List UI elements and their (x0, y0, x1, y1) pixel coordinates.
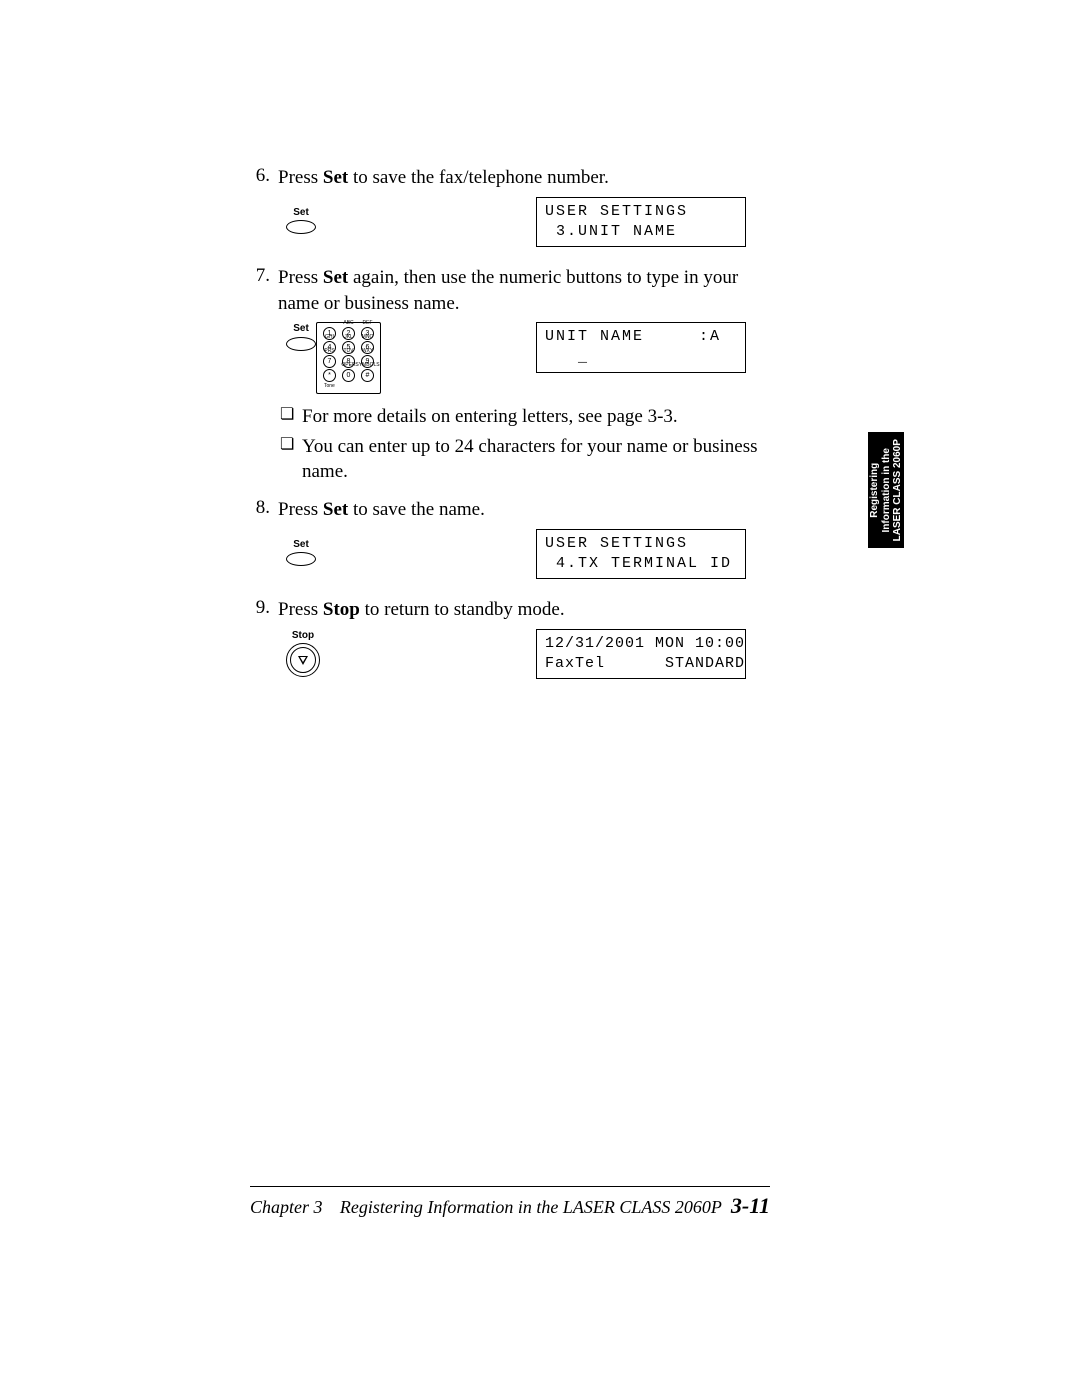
step-8: 8. Press Set to save the name. Set USER … (250, 497, 770, 589)
display-column: UNIT NAME :A _ (408, 322, 770, 373)
step-6: 6. Press Set to save the fax/telephone n… (250, 165, 770, 257)
footer: Chapter 3 Registering Information in the… (250, 1193, 770, 1219)
stop-triangle-icon (298, 656, 308, 665)
key-label: MNO (362, 334, 374, 341)
key-hash: SYMBOLS# (361, 369, 374, 382)
step-7-row: Set 1 ABC2 DEF3 GHI4 JKL5 (278, 322, 770, 394)
footer-title: Registering Information in the LASER CLA… (340, 1197, 722, 1217)
set-label: Set (286, 206, 316, 220)
text-pre: Press (278, 167, 323, 188)
key-label: PRS (324, 348, 334, 355)
page: 6. Press Set to save the fax/telephone n… (0, 0, 1080, 1397)
bullet-icon: ❏ (278, 434, 302, 485)
step-text: Press Set again, then use the numeric bu… (278, 265, 770, 489)
key-7: PRS7 (323, 355, 336, 368)
icon-column: Set (278, 529, 408, 567)
set-button-icon: Set (286, 322, 316, 351)
text-post: to return to standby mode. (360, 599, 565, 620)
step-8-row: Set USER SETTINGS 4.TX TERMINAL ID (278, 529, 770, 580)
footer-left: Chapter 3 (250, 1197, 323, 1218)
step-text: Press Stop to return to standby mode. St… (278, 597, 770, 689)
lcd-display: 12/31/2001 MON 10:00 FaxTel STANDARD (536, 629, 746, 680)
oval-icon (286, 552, 316, 566)
key-label: TUV (344, 348, 354, 355)
key-label: DEF (363, 320, 373, 327)
bullet-text: For more details on entering letters, se… (302, 404, 678, 430)
bullet-list: ❏ For more details on entering letters, … (278, 404, 770, 485)
text-post: again, then use the numeric buttons to t… (278, 267, 738, 314)
set-label: Set (286, 538, 316, 552)
text-bold: Set (323, 499, 348, 520)
text-post: to save the name. (348, 499, 485, 520)
step-9-row: Stop 12/31/2001 MON 10:00 FaxTel STANDAR… (278, 629, 770, 680)
text-post: to save the fax/telephone number. (348, 167, 609, 188)
keypad-tone: Tone (323, 383, 374, 390)
footer-rule (250, 1186, 770, 1187)
lcd-display: USER SETTINGS 3.UNIT NAME (536, 197, 746, 248)
bullet-item: ❏ You can enter up to 24 characters for … (278, 434, 770, 485)
side-tab-line2: Information in the (880, 448, 891, 532)
keypad-row: * OPER0 SYMBOLS# (323, 369, 374, 382)
step-number: 6. (250, 165, 278, 257)
lcd-line2: 4.TX TERMINAL ID (545, 555, 732, 572)
lcd-line1: 12/31/2001 MON 10:00 (545, 635, 745, 652)
step-number: 8. (250, 497, 278, 589)
bullet-icon: ❏ (278, 404, 302, 430)
icon-column: Set 1 ABC2 DEF3 GHI4 JKL5 (278, 322, 408, 394)
key-0: OPER0 (342, 369, 355, 382)
lcd-line2: 3.UNIT NAME (545, 223, 677, 240)
lcd-line2: _ (545, 349, 589, 366)
key-label: SYMBOLS (355, 362, 379, 369)
oval-icon (286, 337, 316, 351)
stop-button-icon: Stop (286, 629, 320, 678)
text-bold: Set (323, 167, 348, 188)
set-button-icon: Set (286, 206, 316, 235)
footer-right: Registering Information in the LASER CLA… (340, 1193, 770, 1219)
key-star: * (323, 369, 336, 382)
lcd-display: USER SETTINGS 4.TX TERMINAL ID (536, 529, 746, 580)
lcd-line1: USER SETTINGS (545, 203, 688, 220)
footer-page: 3-11 (731, 1193, 770, 1218)
set-label: Set (286, 322, 316, 336)
step-text: Press Set to save the name. Set USER SET… (278, 497, 770, 589)
side-tab-line3: LASER CLASS 2060P (892, 439, 903, 541)
lcd-display: UNIT NAME :A _ (536, 322, 746, 373)
content-area: 6. Press Set to save the fax/telephone n… (250, 165, 770, 689)
icon-column: Stop (278, 629, 408, 678)
step-7: 7. Press Set again, then use the numeric… (250, 265, 770, 489)
step-9: 9. Press Stop to return to standby mode.… (250, 597, 770, 689)
key-label: OPER (341, 362, 355, 369)
keypad-icon: 1 ABC2 DEF3 GHI4 JKL5 MNO6 PRS7 (316, 322, 381, 394)
side-tab: Registering Information in the LASER CLA… (868, 432, 904, 548)
oval-icon (286, 220, 316, 234)
step-text: Press Set to save the fax/telephone numb… (278, 165, 770, 257)
display-column: 12/31/2001 MON 10:00 FaxTel STANDARD (408, 629, 770, 680)
step-6-row: Set USER SETTINGS 3.UNIT NAME (278, 197, 770, 248)
set-button-icon: Set (286, 538, 316, 567)
stop-outer-circle (286, 643, 320, 677)
key-label: WXY (362, 348, 373, 355)
text-pre: Press (278, 267, 323, 288)
lcd-line2: FaxTel STANDARD (545, 655, 745, 672)
text-bold: Stop (323, 599, 360, 620)
text-pre: Press (278, 499, 323, 520)
display-column: USER SETTINGS 4.TX TERMINAL ID (408, 529, 770, 580)
key-label: ABC (343, 320, 353, 327)
text-bold: Set (323, 267, 348, 288)
step-number: 7. (250, 265, 278, 489)
stop-inner-circle (290, 647, 316, 673)
text-pre: Press (278, 599, 323, 620)
key-label: JKL (344, 334, 353, 341)
side-tab-line1: Registering (869, 462, 880, 517)
step-number: 9. (250, 597, 278, 689)
stop-label: Stop (286, 629, 320, 643)
display-column: USER SETTINGS 3.UNIT NAME (408, 197, 770, 248)
bullet-item: ❏ For more details on entering letters, … (278, 404, 770, 430)
bullet-text: You can enter up to 24 characters for yo… (302, 434, 770, 485)
side-tab-text: Registering Information in the LASER CLA… (869, 439, 904, 541)
key-label: GHI (325, 334, 334, 341)
lcd-line1: UNIT NAME :A (545, 328, 721, 345)
icon-column: Set (278, 197, 408, 235)
lcd-line1: USER SETTINGS (545, 535, 688, 552)
